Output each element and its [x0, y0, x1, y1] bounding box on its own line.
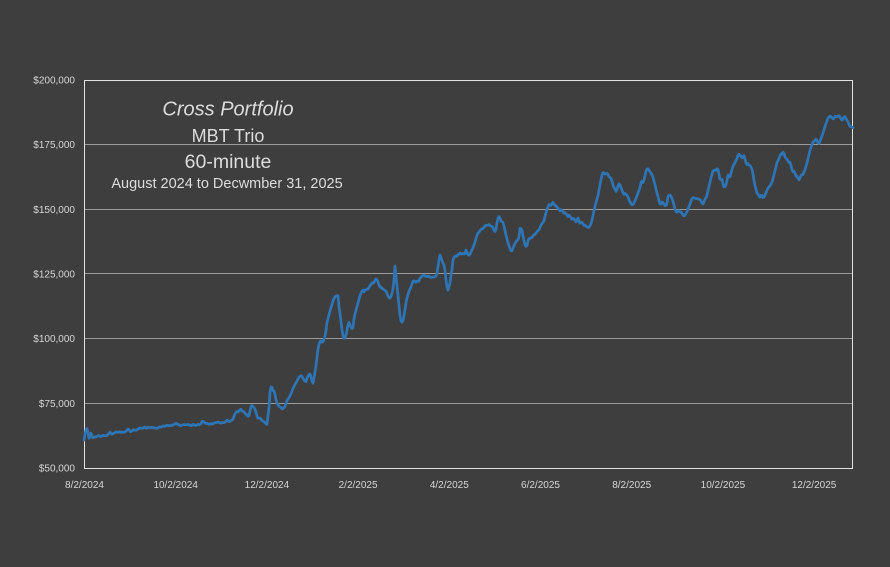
svg-text:4/2/2025: 4/2/2025	[430, 480, 469, 491]
svg-text:60-minute: 60-minute	[185, 151, 272, 173]
svg-text:$175,000: $175,000	[33, 140, 75, 151]
svg-text:10/2/2024: 10/2/2024	[153, 480, 198, 491]
svg-text:12/2/2024: 12/2/2024	[245, 480, 290, 491]
svg-text:Cross Portfolio: Cross Portfolio	[162, 99, 293, 121]
svg-text:$75,000: $75,000	[39, 399, 76, 410]
svg-text:$200,000: $200,000	[33, 76, 75, 87]
svg-text:August 2024 to Decwmber 31, 20: August 2024 to Decwmber 31, 2025	[111, 176, 342, 192]
svg-text:10/2/2025: 10/2/2025	[701, 480, 746, 491]
svg-text:$100,000: $100,000	[33, 334, 75, 345]
svg-text:6/2/2025: 6/2/2025	[521, 480, 560, 491]
svg-text:8/2/2025: 8/2/2025	[612, 480, 651, 491]
svg-text:MBT Trio: MBT Trio	[192, 126, 265, 146]
svg-text:12/2/2025: 12/2/2025	[792, 480, 837, 491]
svg-text:$50,000: $50,000	[39, 464, 76, 475]
svg-text:8/2/2024: 8/2/2024	[65, 480, 104, 491]
svg-text:$150,000: $150,000	[33, 205, 75, 216]
svg-text:$125,000: $125,000	[33, 270, 75, 281]
svg-text:2/2/2025: 2/2/2025	[339, 480, 378, 491]
